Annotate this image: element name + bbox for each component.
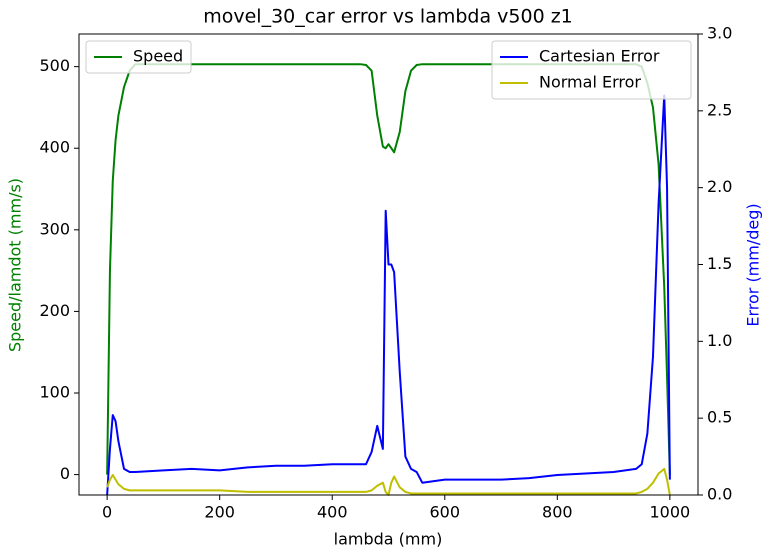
x-tick-label: 800 — [542, 503, 573, 522]
y2-tick-label: 2.5 — [707, 100, 732, 119]
x-tick-label: 0 — [102, 503, 112, 522]
legend-label: Cartesian Error — [539, 47, 660, 66]
line-series — [106, 63, 671, 475]
y2-tick-label: 1.0 — [707, 331, 732, 350]
y2-tick-label: 0.0 — [707, 485, 732, 504]
x-tick-label: 200 — [204, 503, 235, 522]
plot-frame — [78, 33, 699, 496]
legend-label: Speed — [133, 47, 183, 66]
y2-tick-label: 2.0 — [707, 177, 732, 196]
y2-tick-label: 3.0 — [707, 24, 732, 43]
x-tick-label: 400 — [317, 503, 348, 522]
x-tick-label: 1000 — [650, 503, 691, 522]
y2-axis-label: Error (mm/deg) — [744, 203, 763, 326]
y-tick-label: 0 — [60, 464, 70, 483]
y-tick-label: 300 — [39, 219, 70, 238]
legend-box — [85, 40, 192, 74]
y-tick-label: 100 — [39, 383, 70, 402]
y-tick-label: 500 — [39, 56, 70, 75]
x-axis-label: lambda (mm) — [334, 530, 443, 549]
line-series — [106, 467, 671, 496]
y2-tick-label: 0.5 — [707, 408, 732, 427]
y-tick-label: 200 — [39, 301, 70, 320]
legend-label: Normal Error — [539, 73, 641, 92]
line-series — [106, 94, 671, 496]
y-tick-label: 400 — [39, 138, 70, 157]
y-axis-label: Speed/lamdot (mm/s) — [6, 178, 25, 352]
legend-box — [491, 40, 692, 100]
chart-title: movel_30_car error vs lambda v500 z1 — [203, 6, 573, 28]
x-tick-label: 600 — [429, 503, 460, 522]
y2-tick-label: 1.5 — [707, 254, 732, 273]
